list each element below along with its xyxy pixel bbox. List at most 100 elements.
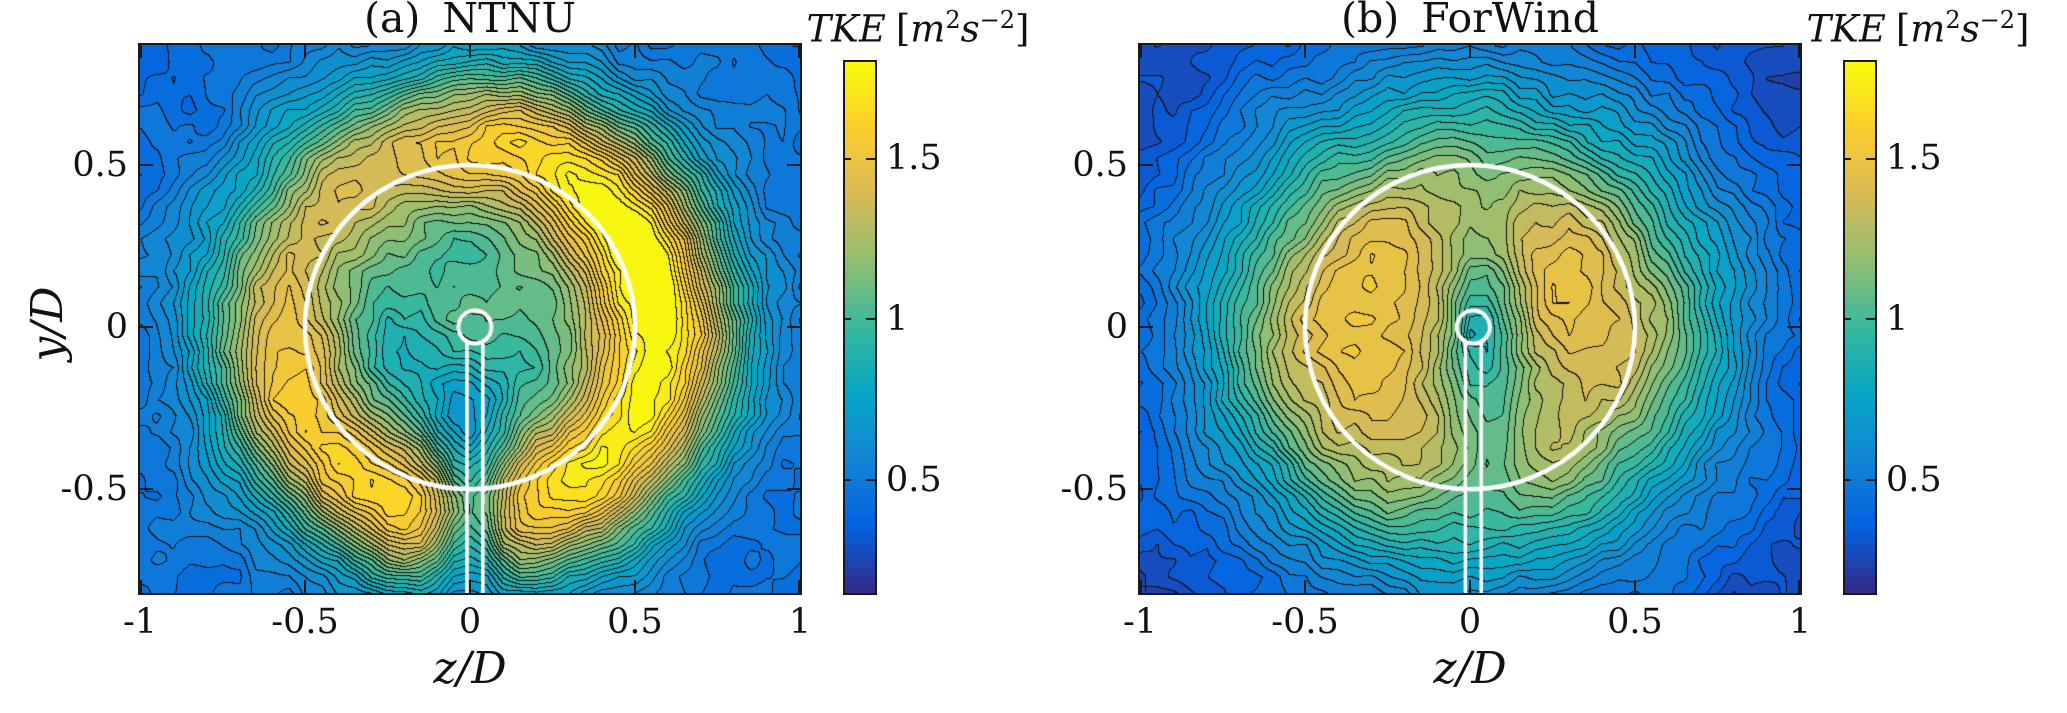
bracket-open: [	[1895, 7, 1911, 51]
axis-tick	[1634, 45, 1636, 58]
axis-tick	[1304, 45, 1306, 58]
axis-tick	[845, 479, 851, 481]
y-tick-label: 0.5	[1072, 145, 1128, 185]
panel-title-name: ForWind	[1421, 0, 1599, 42]
colorbar-tick-label: 0.5	[1886, 460, 1942, 500]
unit-m-exp: 2	[1945, 6, 1961, 34]
contour-canvas-forwind	[1140, 45, 1800, 593]
axis-tick	[140, 488, 153, 490]
axis-tick	[1866, 158, 1875, 160]
colorbar-tick-label: 1.5	[1886, 138, 1942, 178]
x-tick-label: 1	[788, 602, 812, 642]
x-tick-label: -0.5	[1271, 602, 1339, 642]
unit-s: s	[960, 7, 980, 51]
axis-tick	[845, 158, 851, 160]
axis-tick	[140, 164, 153, 166]
axis-tick	[866, 318, 875, 320]
axis-tick	[1787, 488, 1800, 490]
axis-tick	[1140, 488, 1153, 490]
axis-tick	[1845, 318, 1851, 320]
axis-tick	[634, 580, 636, 593]
axis-tick	[1787, 326, 1800, 328]
axis-tick	[140, 580, 142, 593]
axis-tick	[1140, 326, 1153, 328]
panel-title-a: (a) NTNU	[140, 0, 800, 44]
axis-tick	[787, 164, 800, 166]
axis-tick	[1469, 580, 1471, 593]
axis-tick	[798, 580, 800, 593]
axis-tick	[140, 326, 153, 328]
axis-tick	[1304, 580, 1306, 593]
panel-title-tag: (b)	[1341, 0, 1400, 42]
panel-forwind: (b) ForWind 0.5 0 -0.5 -1 -0.5 0 0.5 1 z/…	[1000, 0, 2060, 713]
axis-tick	[1845, 479, 1851, 481]
colorbar-tick-label: 0.5	[886, 460, 942, 500]
colorbar-title: TKE [m2s−2]	[1788, 0, 2048, 53]
colorbar-ntnu	[843, 60, 877, 595]
contour-plot-forwind	[1138, 43, 1802, 595]
axis-tick	[1866, 479, 1875, 481]
axis-tick	[1140, 45, 1142, 58]
x-tick-label: 0	[1458, 602, 1482, 642]
axis-tick	[1798, 580, 1800, 593]
bracket-close: ]	[1015, 7, 1030, 51]
unit-s: s	[1960, 7, 1980, 51]
x-axis-label: z/D	[140, 642, 800, 696]
colorbar-tick-label: 1	[886, 299, 909, 339]
y-tick-label: 0.5	[72, 145, 128, 185]
axis-tick	[469, 45, 471, 58]
panel-title-tag: (a)	[363, 0, 421, 42]
axis-tick	[1798, 45, 1800, 58]
colorbar-gradient	[1845, 62, 1875, 593]
unit-s-exp: −2	[979, 6, 1016, 34]
y-tick-label: -0.5	[1060, 469, 1129, 509]
colorbar-qty: TKE	[806, 7, 886, 51]
colorbar-title: TKE [m2s−2]	[788, 0, 1048, 53]
unit-m-exp: 2	[945, 6, 961, 34]
axis-tick	[1866, 318, 1875, 320]
axis-tick	[304, 45, 306, 58]
axis-tick	[866, 479, 875, 481]
axis-tick	[1469, 45, 1471, 58]
x-axis-label-text: z/D	[433, 643, 507, 694]
colorbar-gradient	[845, 62, 875, 593]
colorbar-tick-label: 1.5	[886, 138, 942, 178]
y-tick-label: -0.5	[60, 469, 129, 509]
contour-canvas-ntnu	[140, 45, 800, 593]
unit-s-exp: −2	[1979, 6, 2016, 34]
y-tick-label: 0	[105, 307, 128, 347]
axis-tick	[866, 158, 875, 160]
axis-tick	[1845, 158, 1851, 160]
axis-tick	[787, 488, 800, 490]
panel-title-name: NTNU	[442, 0, 577, 42]
axis-tick	[798, 45, 800, 58]
x-tick-label: 1	[1788, 602, 1812, 642]
panel-ntnu: (a) NTNU y/D 0.5 0 -0.5 -1 -0.5 0 0.5 1 z…	[22, 0, 1048, 696]
axis-tick	[469, 580, 471, 593]
panel-title-b: (b) ForWind	[1140, 0, 1800, 44]
axis-tick	[845, 318, 851, 320]
bracket-close: ]	[2015, 7, 2030, 51]
contour-plot-ntnu	[138, 43, 802, 595]
axis-tick	[787, 326, 800, 328]
x-tick-label: -1	[1122, 602, 1158, 642]
x-tick-label: -1	[122, 602, 158, 642]
axis-tick	[1140, 164, 1153, 166]
axis-tick	[140, 45, 142, 58]
x-tick-label: 0.5	[1607, 602, 1663, 642]
axis-tick	[1140, 580, 1142, 593]
x-axis-label: z/D	[1140, 642, 1800, 696]
colorbar-forwind	[1843, 60, 1877, 595]
x-tick-label: 0.5	[607, 602, 663, 642]
x-tick-label: -0.5	[271, 602, 339, 642]
x-tick-label: 0	[458, 602, 482, 642]
colorbar-tick-label: 1	[1886, 299, 1909, 339]
unit-m: m	[1910, 7, 1946, 51]
colorbar-qty: TKE	[1806, 7, 1886, 51]
y-tick-label: 0	[1105, 307, 1128, 347]
unit-m: m	[910, 7, 946, 51]
axis-tick	[1787, 164, 1800, 166]
bracket-open: [	[895, 7, 911, 51]
axis-tick	[1634, 580, 1636, 593]
axis-tick	[304, 580, 306, 593]
